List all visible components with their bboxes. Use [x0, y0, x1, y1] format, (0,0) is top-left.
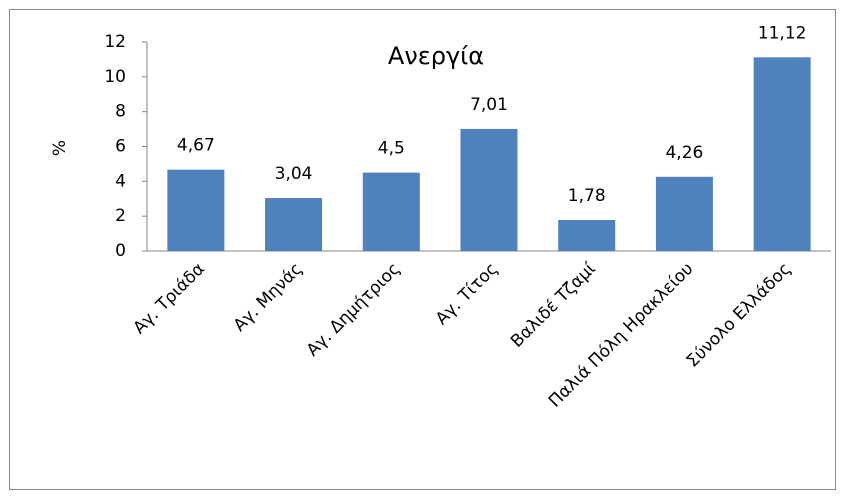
y-tick-label: 0 [115, 241, 126, 261]
bar [655, 176, 713, 251]
bar [460, 128, 518, 251]
data-label: 7,01 [470, 95, 508, 115]
y-tick-label: 4 [115, 171, 126, 191]
y-tick-label: 6 [115, 137, 126, 157]
chart-title: Ανεργία [388, 42, 484, 70]
y-axis-label: % [50, 140, 70, 156]
bar [558, 219, 616, 251]
y-tick-label: 12 [104, 32, 126, 52]
data-label: 11,12 [758, 23, 807, 43]
y-tick-label: 8 [115, 102, 126, 122]
bar [265, 198, 323, 251]
data-label: 1,78 [568, 186, 606, 206]
bar [362, 172, 420, 251]
data-label: 3,04 [275, 164, 313, 184]
y-tick-label: 2 [115, 206, 126, 226]
y-tick-label: 10 [104, 67, 126, 87]
data-label: 4,26 [665, 143, 703, 163]
data-label: 4,67 [177, 136, 215, 156]
bar [167, 169, 225, 251]
data-label: 4,5 [378, 139, 405, 159]
bar [753, 57, 811, 252]
